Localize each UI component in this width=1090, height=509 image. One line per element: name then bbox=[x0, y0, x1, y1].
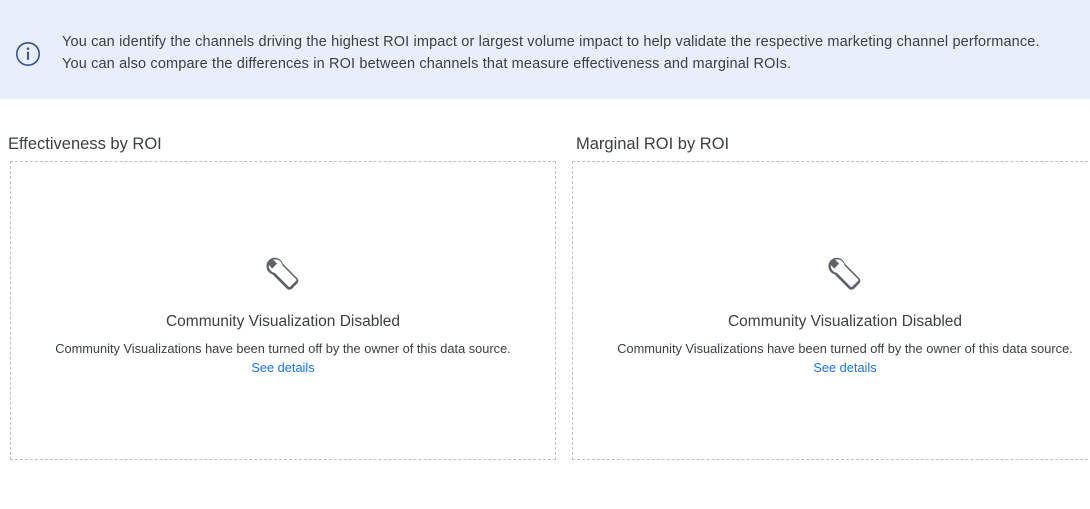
see-details-link[interactable]: See details bbox=[251, 359, 315, 375]
panel-title: Effectiveness by ROI bbox=[8, 135, 162, 153]
wrench-icon bbox=[259, 247, 307, 295]
info-banner-text: You can identify the channels driving th… bbox=[62, 34, 1040, 72]
info-circle-icon bbox=[15, 41, 41, 67]
community-visualization-card: Community Visualization Disabled Communi… bbox=[10, 161, 556, 460]
panel-title: Marginal ROI by ROI bbox=[576, 135, 730, 153]
card-title: Community Visualization Disabled bbox=[165, 312, 401, 330]
dashboard-content: Effectiveness by ROI Community Visualiza… bbox=[0, 99, 1090, 509]
community-visualization-card: Community Visualization Disabled Communi… bbox=[572, 161, 1090, 460]
card-description: Community Visualizations have been turne… bbox=[617, 340, 1073, 356]
info-banner: You can identify the channels driving th… bbox=[0, 0, 1090, 99]
card-title: Community Visualization Disabled bbox=[727, 312, 963, 330]
see-details-link[interactable]: See details bbox=[813, 359, 877, 375]
wrench-icon bbox=[821, 247, 869, 295]
card-description: Community Visualizations have been turne… bbox=[55, 340, 511, 356]
